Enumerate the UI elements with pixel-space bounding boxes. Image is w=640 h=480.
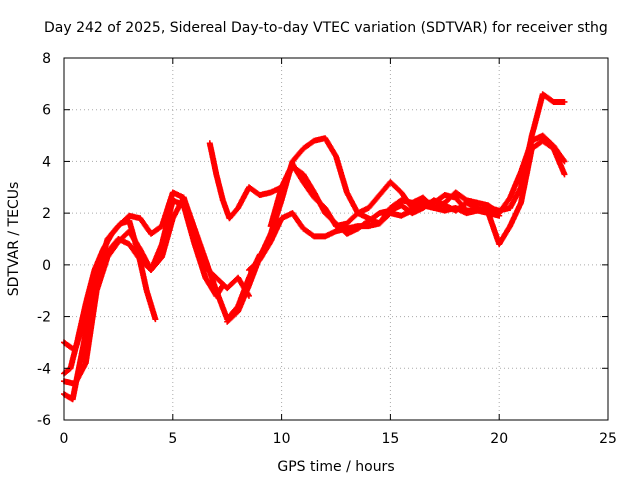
y-axis-label: SDTVAR / TECUs [6,182,22,297]
y-tick-label: -2 [37,310,51,326]
plot-frame [63,57,609,421]
x-tick-label: 0 [60,431,69,447]
x-axis-label: GPS time / hours [277,459,394,475]
axis-ticks: 0 5 10 15 20 25 -6 -4 -2 0 2 4 6 8 [37,51,617,447]
y-tick-label: 0 [42,258,51,274]
x-tick-label: 10 [273,431,291,447]
series-markers [224,132,568,325]
y-tick-label: 4 [42,154,51,170]
x-tick-label: 20 [490,431,508,447]
series-arc-7 [224,132,568,325]
y-tick-label: -4 [37,361,51,377]
x-tick-label: 25 [599,431,617,447]
y-tick-label: -6 [37,413,51,429]
series-markers [267,163,503,237]
y-tick-label: 2 [42,206,51,222]
chart-title: Day 242 of 2025, Sidereal Day-to-day VTE… [44,20,608,36]
y-tick-label: 6 [42,103,51,119]
series-arc-8 [267,163,503,237]
data-layer [61,91,568,403]
x-tick-label: 15 [381,431,399,447]
y-tick-label: 8 [42,51,51,67]
x-tick-label: 5 [168,431,177,447]
grid-lines [64,58,608,420]
